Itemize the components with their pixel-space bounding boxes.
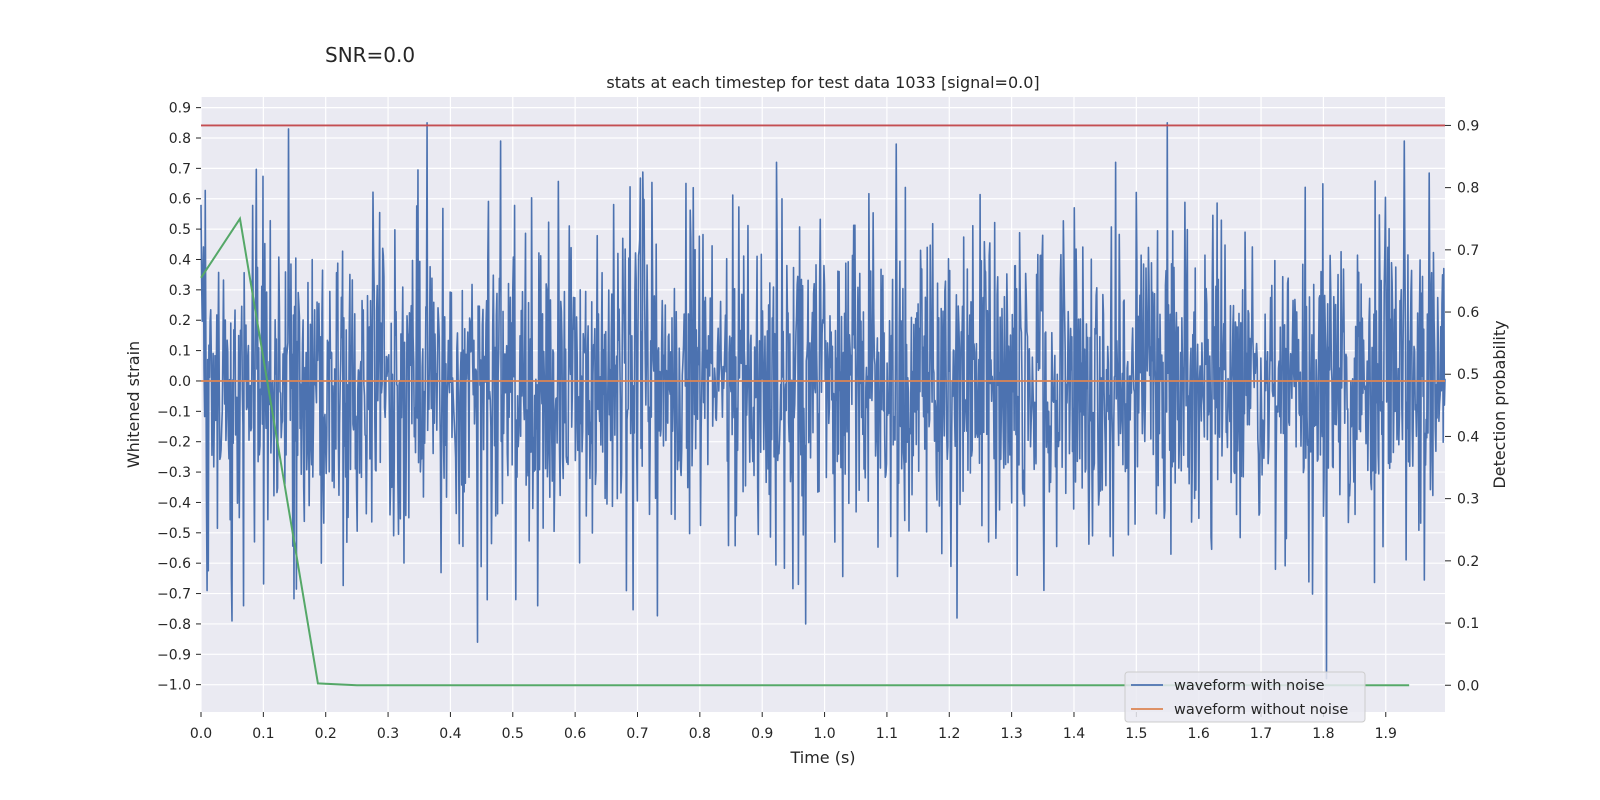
x-tick-label: 0.2 xyxy=(315,726,337,742)
y-right-tick-label: 0.7 xyxy=(1457,243,1479,259)
x-tick-label: 0.6 xyxy=(564,726,586,742)
x-axis-label: Time (s) xyxy=(789,748,855,767)
y-left-tick-label: −0.1 xyxy=(157,404,191,420)
y-right-tick-label: 0.4 xyxy=(1457,429,1479,445)
y-left-tick-label: 0.3 xyxy=(169,283,191,299)
y-axis-left-label: Whitened strain xyxy=(124,341,143,468)
y-right-tick-label: 0.8 xyxy=(1457,181,1479,197)
legend: waveform with noise waveform without noi… xyxy=(1124,671,1366,723)
x-tick-label: 1.4 xyxy=(1063,726,1085,742)
y-left-tick-label: −0.3 xyxy=(157,465,191,481)
legend-box xyxy=(1124,671,1366,723)
y-left-tick-label: −0.9 xyxy=(157,647,191,663)
x-tick-label: 0.0 xyxy=(190,726,212,742)
x-tick-label: 0.8 xyxy=(689,726,711,742)
legend-label-noisy: waveform with noise xyxy=(1174,678,1325,694)
y-right-tick-label: 0.0 xyxy=(1457,678,1479,694)
y-left-tick-label: 0.1 xyxy=(169,344,191,360)
y-right-tick-label: 0.3 xyxy=(1457,492,1479,508)
y-left-tick-label: 0.7 xyxy=(169,161,191,177)
y-axis-left-ticks: 0.9 0.8 0.7 0.6 0.5 0.4 0.3 0.2 0.1 0.0 −0.1 −0.2 −0… xyxy=(157,101,201,694)
grid-lines xyxy=(200,97,1445,712)
y-right-tick-label: 0.9 xyxy=(1457,118,1479,134)
x-tick-label: 0.1 xyxy=(252,726,274,742)
legend-label-clean: waveform without noise xyxy=(1174,702,1348,718)
x-tick-label: 1.7 xyxy=(1250,726,1272,742)
x-axis-ticks: 0.0 0.1 0.2 0.3 0.4 0.5 0.6 0.7 0.8 0.9 1.0 1.1 1.2 1… xyxy=(190,712,1397,742)
y-left-tick-label: 0.5 xyxy=(169,222,191,238)
y-right-tick-label: 0.5 xyxy=(1457,367,1479,383)
y-axis-right-label: Detection probability xyxy=(1490,320,1509,488)
y-right-tick-label: 0.2 xyxy=(1457,554,1479,570)
y-left-tick-label: −0.5 xyxy=(157,526,191,542)
y-left-tick-label: 0.6 xyxy=(169,192,191,208)
y-left-tick-label: 0.8 xyxy=(169,131,191,147)
y-left-tick-label: −0.2 xyxy=(157,435,191,451)
x-tick-label: 0.5 xyxy=(502,726,524,742)
x-tick-label: 0.4 xyxy=(439,726,461,742)
x-tick-label: 1.6 xyxy=(1188,726,1210,742)
x-tick-label: 0.9 xyxy=(751,726,773,742)
probability-line xyxy=(200,216,1410,687)
x-tick-label: 1.8 xyxy=(1312,726,1334,742)
y-left-tick-label: 0.4 xyxy=(169,252,191,268)
x-tick-label: 0.3 xyxy=(377,726,399,742)
y-left-tick-label: −0.7 xyxy=(157,587,191,603)
y-left-tick-label: −0.4 xyxy=(157,495,191,511)
y-left-tick-label: −0.6 xyxy=(157,556,191,572)
x-tick-label: 1.9 xyxy=(1375,726,1397,742)
chart-title: stats at each timestep for test data 103… xyxy=(606,73,1039,92)
x-tick-label: 1.2 xyxy=(938,726,960,742)
x-tick-label: 1.1 xyxy=(876,726,898,742)
y-axis-right-ticks: 0.9 0.8 0.7 0.6 0.5 0.4 0.3 0.2 0.1 0.0 xyxy=(1445,118,1479,694)
y-left-tick-label: 0.2 xyxy=(169,313,191,329)
series-detection-probability xyxy=(200,216,1410,687)
x-tick-label: 1.0 xyxy=(813,726,835,742)
y-right-tick-label: 0.1 xyxy=(1457,616,1479,632)
chart-suptitle: SNR=0.0 xyxy=(325,43,415,67)
series-waveform-with-noise xyxy=(200,122,1446,680)
x-tick-label: 1.5 xyxy=(1125,726,1147,742)
x-tick-label: 1.3 xyxy=(1000,726,1022,742)
noisy-waveform-line xyxy=(200,122,1446,680)
y-left-tick-label: 0.9 xyxy=(169,101,191,117)
y-right-tick-label: 0.6 xyxy=(1457,305,1479,321)
y-left-tick-label: 0.0 xyxy=(169,374,191,390)
y-left-tick-label: −0.8 xyxy=(157,617,191,633)
y-left-tick-label: −1.0 xyxy=(157,678,191,694)
x-tick-label: 0.7 xyxy=(626,726,648,742)
